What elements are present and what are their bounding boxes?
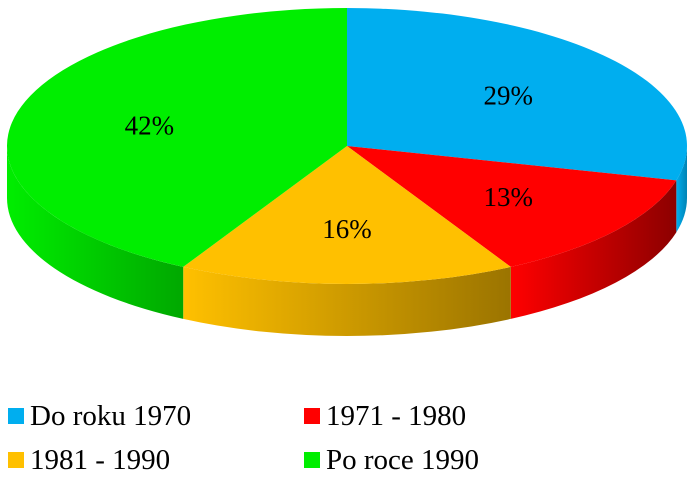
legend-item-do-roku-1970: Do roku 1970 <box>8 398 304 434</box>
legend-swatch <box>304 408 320 424</box>
pie-slice-1981-1990 <box>183 146 511 285</box>
legend-swatch <box>8 452 24 468</box>
pie-slice-do-roku-1970 <box>347 8 688 181</box>
legend: Do roku 1970 1971 - 1980 1981 - 1990 Po … <box>8 398 688 478</box>
data-label-po-roce-1990: 42% <box>125 110 175 140</box>
legend-item-po-roce-1990: Po roce 1990 <box>304 442 684 478</box>
pie-slice-po-roce-1990 <box>6 8 348 267</box>
data-label-1971-1980: 13% <box>483 182 533 212</box>
legend-label: 1981 - 1990 <box>30 443 171 476</box>
legend-label: Po roce 1990 <box>326 443 480 476</box>
pie-slice-1971-1980 <box>347 146 677 267</box>
pie-slices <box>6 8 688 285</box>
pie-side-po-roce-1990 <box>7 146 184 319</box>
pie-side-1981-1990 <box>183 266 511 337</box>
data-label-1981-1990: 16% <box>322 214 372 244</box>
pie-labels: 29% 13% 16% 42% <box>125 80 533 244</box>
data-label-do-roku-1970: 29% <box>483 80 533 110</box>
legend-label: Do roku 1970 <box>30 399 192 432</box>
pie-side-1971-1980 <box>510 180 677 319</box>
legend-item-1971-1980: 1971 - 1980 <box>304 398 684 434</box>
pie-sides <box>7 146 687 337</box>
pie-chart: 29% 13% 16% 42% <box>6 8 688 337</box>
legend-item-1981-1990: 1981 - 1990 <box>8 442 304 478</box>
legend-swatch <box>304 452 320 468</box>
pie-side-do-roku-1970 <box>676 146 687 233</box>
legend-swatch <box>8 408 24 424</box>
legend-label: 1971 - 1980 <box>326 399 467 432</box>
